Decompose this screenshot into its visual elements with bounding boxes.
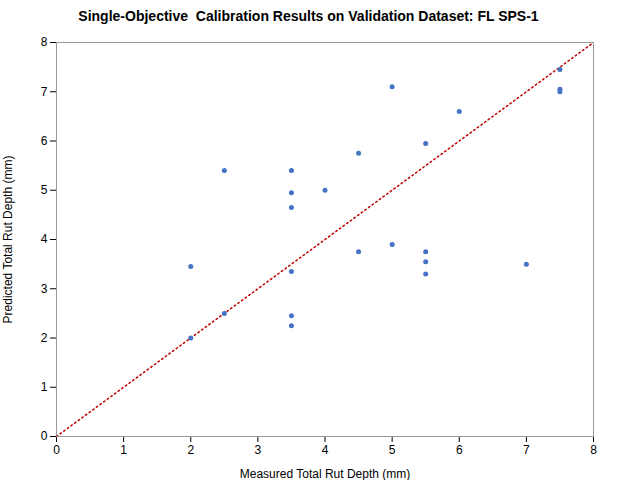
svg-text:5: 5 <box>41 183 48 197</box>
svg-text:Measured Total Rut Depth (mm): Measured Total Rut Depth (mm) <box>240 467 411 480</box>
svg-text:6: 6 <box>41 134 48 148</box>
svg-text:5: 5 <box>389 443 396 457</box>
svg-text:2: 2 <box>187 443 194 457</box>
svg-text:6: 6 <box>456 443 463 457</box>
svg-text:3: 3 <box>41 282 48 296</box>
svg-text:7: 7 <box>523 443 530 457</box>
svg-text:0: 0 <box>53 443 60 457</box>
svg-text:4: 4 <box>322 443 329 457</box>
svg-text:Predicted Total Rut Depth (mm): Predicted Total Rut Depth (mm) <box>1 156 15 324</box>
svg-text:2: 2 <box>41 331 48 345</box>
svg-text:3: 3 <box>255 443 262 457</box>
html-text:Single-Objective Calibration R: Single-Objective Calibration Results on … <box>78 8 539 24</box>
svg-text:0: 0 <box>41 429 48 443</box>
svg-text:1: 1 <box>41 380 48 394</box>
svg-text:4: 4 <box>41 232 48 246</box>
svg-text:7: 7 <box>41 85 48 99</box>
svg-text:1: 1 <box>120 443 127 457</box>
svg-text:8: 8 <box>590 443 597 457</box>
svg-text:8: 8 <box>41 35 48 49</box>
